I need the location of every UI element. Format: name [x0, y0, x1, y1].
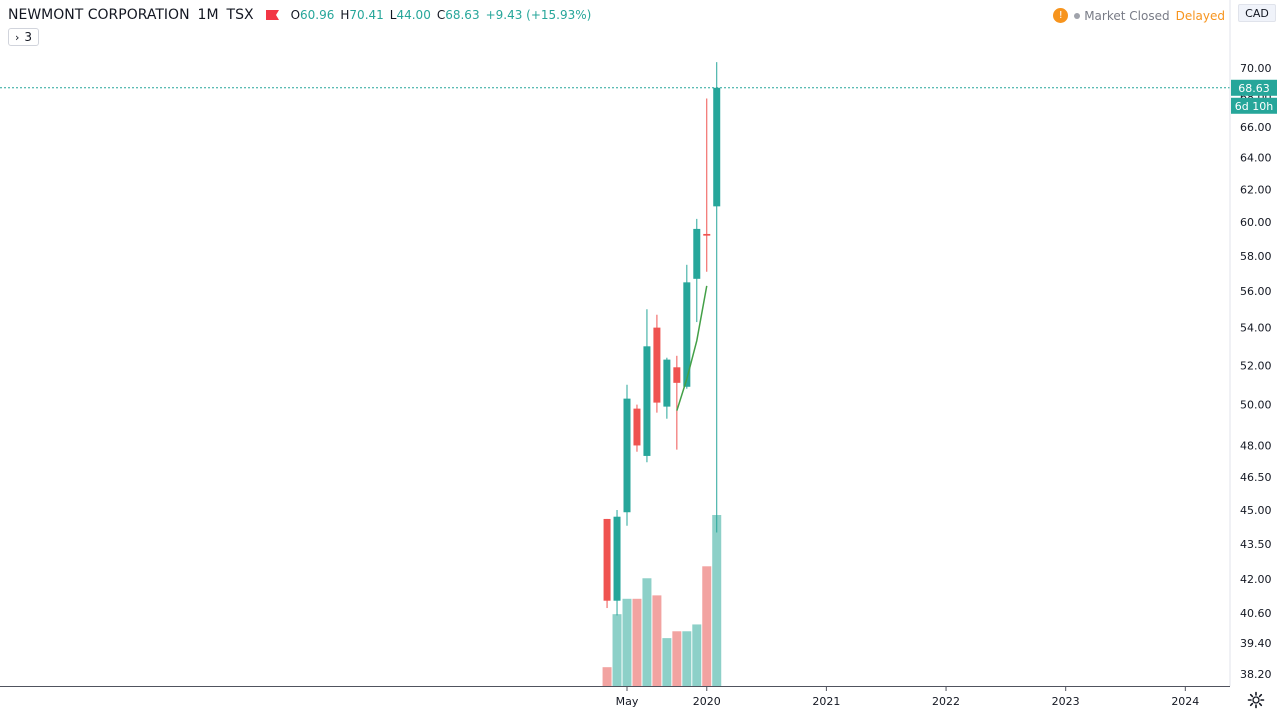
price-tick-label: 64.00 — [1240, 152, 1272, 165]
price-tick-label: 70.00 — [1240, 62, 1272, 75]
time-tick-label: May — [616, 695, 639, 708]
volume-bar — [702, 566, 712, 686]
market-status: ! Market Closed Delayed — [1053, 8, 1225, 23]
symbol-name[interactable]: NEWMONT CORPORATION — [8, 7, 190, 23]
volume-bar — [612, 614, 622, 686]
volume-bars — [602, 515, 722, 686]
ohlc-value-h: 70.41 — [349, 7, 384, 22]
candle[interactable] — [663, 357, 671, 419]
volume-bar — [632, 598, 642, 686]
time-tick-label: 2021 — [812, 695, 840, 708]
price-tick-label: 52.00 — [1240, 359, 1272, 372]
price-tick-label: 48.00 — [1240, 439, 1272, 452]
candle[interactable] — [703, 98, 711, 272]
ohlc-value-o: 60.96 — [300, 7, 335, 22]
candle[interactable] — [693, 218, 701, 323]
price-axis: 70.0068.0066.0064.0062.0060.0058.0056.00… — [1240, 62, 1272, 681]
candle[interactable] — [613, 510, 621, 616]
ohlc-values: O60.96 H70.41 L44.00 C68.63 — [291, 8, 480, 23]
price-tick-label: 40.60 — [1240, 607, 1272, 620]
candle[interactable] — [603, 518, 611, 609]
time-tick-label: 2022 — [932, 695, 960, 708]
moving-average-line — [676, 285, 708, 411]
chevron-right-icon: › — [14, 30, 20, 44]
candle[interactable] — [673, 355, 681, 450]
price-tick-label: 38.20 — [1240, 668, 1272, 681]
interval[interactable]: 1M — [197, 7, 219, 23]
price-tick-label: 39.40 — [1240, 637, 1272, 650]
volume-bar — [682, 631, 692, 686]
price-tick-label: 43.50 — [1240, 538, 1272, 551]
price-change: +9.43 (+15.93%) — [485, 8, 592, 22]
volume-bar — [602, 667, 612, 686]
price-tick-label: 46.50 — [1240, 471, 1272, 484]
status-dot-icon — [1074, 12, 1081, 19]
price-tick-label: 50.00 — [1240, 399, 1272, 412]
volume-bar — [642, 578, 652, 686]
price-tick-label: 62.00 — [1240, 183, 1272, 196]
price-tick-label: 58.00 — [1240, 250, 1272, 263]
ohlc-value-l: 44.00 — [396, 7, 431, 22]
ohlc-value-c: 68.63 — [445, 7, 480, 22]
time-tick-label: 2020 — [693, 695, 721, 708]
last-price-label: 68.63 — [1231, 79, 1277, 96]
volume-bar — [652, 595, 662, 686]
canada-flag-icon — [265, 10, 279, 20]
ohlc-label-h: H — [340, 7, 350, 22]
market-closed-text: Market Closed — [1084, 8, 1170, 23]
ohlc-label-c: C — [436, 7, 446, 22]
candle[interactable] — [623, 384, 631, 526]
exchange: TSX — [226, 7, 254, 23]
warning-icon[interactable]: ! — [1053, 8, 1069, 23]
volume-bar — [712, 515, 722, 686]
ohlc-label-o: O — [290, 7, 301, 22]
price-tick-label: 60.00 — [1240, 216, 1272, 229]
candle[interactable] — [713, 62, 721, 533]
countdown-label: 6d 10h — [1231, 97, 1277, 114]
indicators-count: 3 — [24, 30, 33, 44]
candle[interactable] — [683, 264, 691, 389]
countdown-value: 6d 10h — [1235, 100, 1273, 113]
legend-header: NEWMONT CORPORATION 1M TSX O60.96 H70.41 L… — [8, 5, 591, 25]
time-tick-label: 2023 — [1052, 695, 1080, 708]
delayed-text[interactable]: Delayed — [1175, 8, 1225, 23]
volume-bar — [672, 631, 682, 686]
candle[interactable] — [633, 404, 641, 452]
volume-bar — [692, 624, 702, 686]
price-tick-label: 56.00 — [1240, 285, 1272, 298]
candles — [603, 62, 721, 616]
candle[interactable] — [643, 309, 651, 463]
indicators-toggle-button[interactable]: › 3 — [8, 28, 39, 46]
price-tick-label: 66.00 — [1240, 121, 1272, 134]
volume-bar — [662, 638, 672, 686]
time-axis: May 2020 2021 2022 2023 2024 — [616, 687, 1199, 708]
price-tick-label: 42.00 — [1240, 573, 1272, 586]
price-tick-label: 54.00 — [1240, 322, 1272, 335]
volume-bar — [622, 598, 632, 686]
currency-button[interactable]: CAD — [1238, 4, 1276, 22]
settings-gear-icon[interactable] — [1246, 690, 1266, 710]
last-price-value: 68.63 — [1238, 82, 1270, 95]
time-tick-label: 2024 — [1171, 695, 1199, 708]
price-tick-label: 45.00 — [1240, 504, 1272, 517]
ohlc-label-l: L — [389, 7, 397, 22]
candle[interactable] — [653, 314, 661, 413]
moving-average — [676, 285, 708, 411]
